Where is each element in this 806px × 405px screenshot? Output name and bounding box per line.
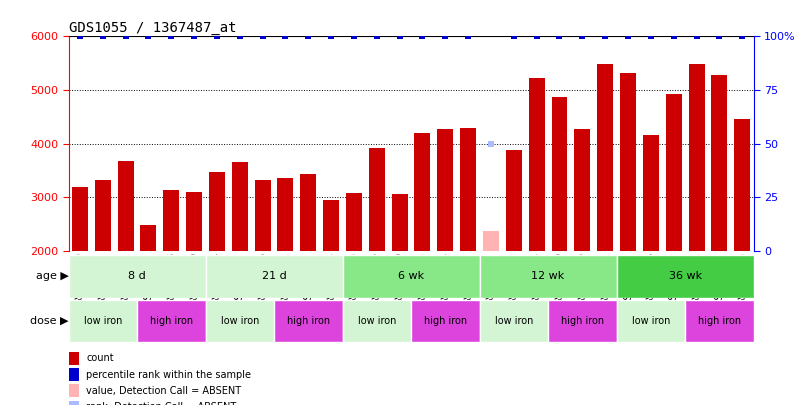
Bar <box>414 133 430 358</box>
Bar <box>140 225 156 358</box>
Text: 36 wk: 36 wk <box>668 271 702 281</box>
Bar <box>186 192 202 358</box>
Bar <box>506 150 521 358</box>
Bar <box>734 119 750 358</box>
Bar <box>460 128 476 358</box>
Bar <box>95 180 110 358</box>
Bar <box>411 300 480 342</box>
Bar <box>343 255 480 298</box>
Text: 6 wk: 6 wk <box>398 271 424 281</box>
Bar <box>69 300 137 342</box>
Bar <box>712 75 727 358</box>
Bar <box>343 300 411 342</box>
Text: percentile rank within the sample: percentile rank within the sample <box>86 370 251 379</box>
Bar <box>209 172 225 358</box>
Text: low iron: low iron <box>221 316 259 326</box>
Text: high iron: high iron <box>698 316 741 326</box>
Text: low iron: low iron <box>632 316 670 326</box>
Bar <box>137 300 206 342</box>
Bar <box>346 193 362 358</box>
Bar <box>206 255 343 298</box>
Bar <box>620 73 636 358</box>
Bar <box>274 300 343 342</box>
Text: 12 wk: 12 wk <box>531 271 565 281</box>
Bar <box>548 300 617 342</box>
Bar <box>255 180 271 358</box>
Text: dose ▶: dose ▶ <box>30 316 69 326</box>
Bar <box>323 200 339 358</box>
Bar <box>277 177 293 358</box>
Bar <box>392 194 408 358</box>
Bar <box>685 300 754 342</box>
Bar <box>575 129 590 358</box>
Text: high iron: high iron <box>561 316 604 326</box>
Text: count: count <box>86 354 114 363</box>
Bar <box>643 134 659 358</box>
Bar <box>164 190 179 358</box>
Text: low iron: low iron <box>84 316 122 326</box>
Bar <box>666 94 682 358</box>
Bar <box>206 300 274 342</box>
Bar <box>232 162 247 358</box>
Bar <box>529 78 545 358</box>
Text: low iron: low iron <box>358 316 396 326</box>
Text: GDS1055 / 1367487_at: GDS1055 / 1367487_at <box>69 21 236 35</box>
Bar <box>617 300 685 342</box>
Text: high iron: high iron <box>424 316 467 326</box>
Bar <box>438 129 453 358</box>
Bar <box>617 255 754 298</box>
Bar <box>69 255 206 298</box>
Text: high iron: high iron <box>150 316 193 326</box>
Bar <box>688 64 704 358</box>
Bar <box>72 187 88 358</box>
Bar <box>597 64 613 358</box>
Text: 8 d: 8 d <box>128 271 146 281</box>
Bar <box>301 175 316 358</box>
Bar <box>480 300 548 342</box>
Bar <box>118 161 134 358</box>
Text: value, Detection Call = ABSENT: value, Detection Call = ABSENT <box>86 386 241 396</box>
Text: age ▶: age ▶ <box>35 271 69 281</box>
Bar <box>480 255 617 298</box>
Text: 21 d: 21 d <box>262 271 286 281</box>
Bar <box>483 231 499 358</box>
Text: low iron: low iron <box>495 316 533 326</box>
Bar <box>369 148 384 358</box>
Text: high iron: high iron <box>287 316 330 326</box>
Text: rank, Detection Call = ABSENT: rank, Detection Call = ABSENT <box>86 402 236 405</box>
Bar <box>551 97 567 358</box>
